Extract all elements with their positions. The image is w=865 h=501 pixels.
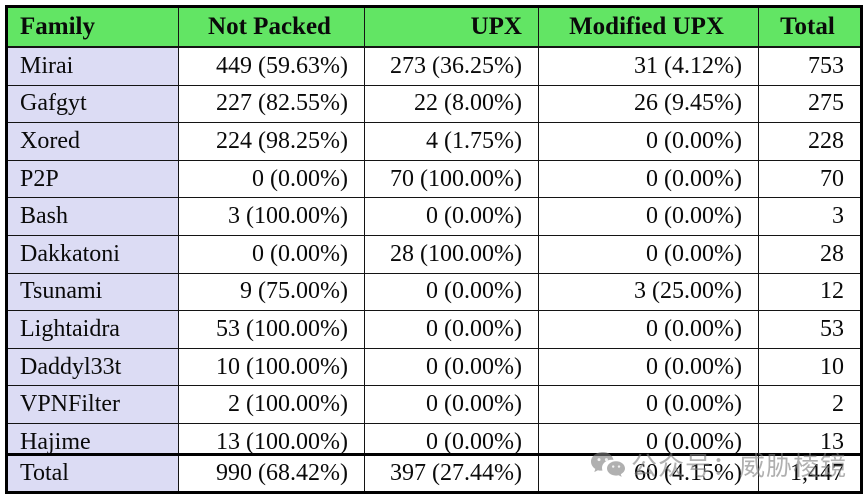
cell-upx: 0 (0.00%)	[364, 310, 539, 349]
cell-modified-upx: 31 (4.12%)	[538, 46, 759, 86]
cell-total: 10	[758, 347, 862, 387]
table-row: Xored 224 (98.25%) 4 (1.75%) 0 (0.00%) 2…	[6, 122, 862, 161]
cell-total: 3	[758, 197, 862, 236]
cell-family: Daddyl33t	[6, 347, 179, 387]
header-cell-family: Family	[6, 6, 179, 48]
cell-upx: 0 (0.00%)	[364, 197, 539, 236]
total-not-packed-cell: 990 (68.42%)	[178, 454, 365, 493]
table-row: VPNFilter 2 (100.00%) 0 (0.00%) 0 (0.00%…	[6, 385, 862, 424]
cell-family: Bash	[6, 197, 179, 236]
cell-not-packed: 9 (75.00%)	[178, 272, 365, 312]
cell-family: Gafgyt	[6, 84, 179, 124]
cell-not-packed: 10 (100.00%)	[178, 347, 365, 387]
table-row: Tsunami 9 (75.00%) 0 (0.00%) 3 (25.00%) …	[6, 272, 862, 312]
cell-upx: 273 (36.25%)	[364, 46, 539, 86]
cell-not-packed: 224 (98.25%)	[178, 122, 365, 161]
table-row: Dakkatoni 0 (0.00%) 28 (100.00%) 0 (0.00…	[6, 234, 862, 274]
header-cell-total: Total	[758, 6, 862, 48]
packing-stats-table: Family Not Packed UPX Modified UPX Total…	[5, 5, 863, 464]
cell-upx: 0 (0.00%)	[364, 385, 539, 424]
cell-upx: 4 (1.75%)	[364, 122, 539, 161]
cell-family: VPNFilter	[6, 385, 179, 424]
totals-table: Total 990 (68.42%) 397 (27.44%) 60 (4.15…	[5, 453, 863, 494]
total-grand-total-cell: 1,447	[758, 454, 862, 493]
cell-modified-upx: 0 (0.00%)	[538, 234, 759, 274]
table-row: P2P 0 (0.00%) 70 (100.00%) 0 (0.00%) 70	[6, 159, 862, 199]
cell-family: Xored	[6, 122, 179, 161]
cell-family: Dakkatoni	[6, 234, 179, 274]
cell-total: 53	[758, 310, 862, 349]
cell-modified-upx: 0 (0.00%)	[538, 385, 759, 424]
header-cell-modified-upx: Modified UPX	[538, 6, 759, 48]
header-cell-not-packed: Not Packed	[178, 6, 365, 48]
total-modified-upx-cell: 60 (4.15%)	[538, 454, 759, 493]
cell-not-packed: 227 (82.55%)	[178, 84, 365, 124]
cell-total: 28	[758, 234, 862, 274]
cell-upx: 22 (8.00%)	[364, 84, 539, 124]
cell-total: 753	[758, 46, 862, 86]
cell-modified-upx: 0 (0.00%)	[538, 197, 759, 236]
cell-not-packed: 449 (59.63%)	[178, 46, 365, 86]
cell-family: P2P	[6, 159, 179, 199]
cell-modified-upx: 26 (9.45%)	[538, 84, 759, 124]
table-row: Daddyl33t 10 (100.00%) 0 (0.00%) 0 (0.00…	[6, 347, 862, 387]
total-upx-cell: 397 (27.44%)	[364, 454, 539, 493]
cell-total: 70	[758, 159, 862, 199]
cell-family: Tsunami	[6, 272, 179, 312]
cell-not-packed: 2 (100.00%)	[178, 385, 365, 424]
table-row: Lightaidra 53 (100.00%) 0 (0.00%) 0 (0.0…	[6, 310, 862, 349]
total-label-cell: Total	[6, 454, 179, 493]
cell-total: 275	[758, 84, 862, 124]
cell-total: 2	[758, 385, 862, 424]
total-row: Total 990 (68.42%) 397 (27.44%) 60 (4.15…	[6, 454, 862, 493]
cell-family: Mirai	[6, 46, 179, 86]
table-row: Bash 3 (100.00%) 0 (0.00%) 0 (0.00%) 3	[6, 197, 862, 236]
cell-modified-upx: 0 (0.00%)	[538, 122, 759, 161]
header-row: Family Not Packed UPX Modified UPX Total	[6, 6, 862, 48]
cell-not-packed: 0 (0.00%)	[178, 159, 365, 199]
cell-upx: 28 (100.00%)	[364, 234, 539, 274]
cell-modified-upx: 0 (0.00%)	[538, 310, 759, 349]
cell-upx: 70 (100.00%)	[364, 159, 539, 199]
cell-modified-upx: 0 (0.00%)	[538, 159, 759, 199]
cell-not-packed: 0 (0.00%)	[178, 234, 365, 274]
cell-upx: 0 (0.00%)	[364, 347, 539, 387]
cell-total: 12	[758, 272, 862, 312]
cell-family: Lightaidra	[6, 310, 179, 349]
cell-not-packed: 3 (100.00%)	[178, 197, 365, 236]
cell-upx: 0 (0.00%)	[364, 272, 539, 312]
cell-total: 228	[758, 122, 862, 161]
table-row: Gafgyt 227 (82.55%) 22 (8.00%) 26 (9.45%…	[6, 84, 862, 124]
cell-modified-upx: 0 (0.00%)	[538, 347, 759, 387]
header-cell-upx: UPX	[364, 6, 539, 48]
cell-modified-upx: 3 (25.00%)	[538, 272, 759, 312]
table-row: Mirai 449 (59.63%) 273 (36.25%) 31 (4.12…	[6, 46, 862, 86]
cell-not-packed: 53 (100.00%)	[178, 310, 365, 349]
